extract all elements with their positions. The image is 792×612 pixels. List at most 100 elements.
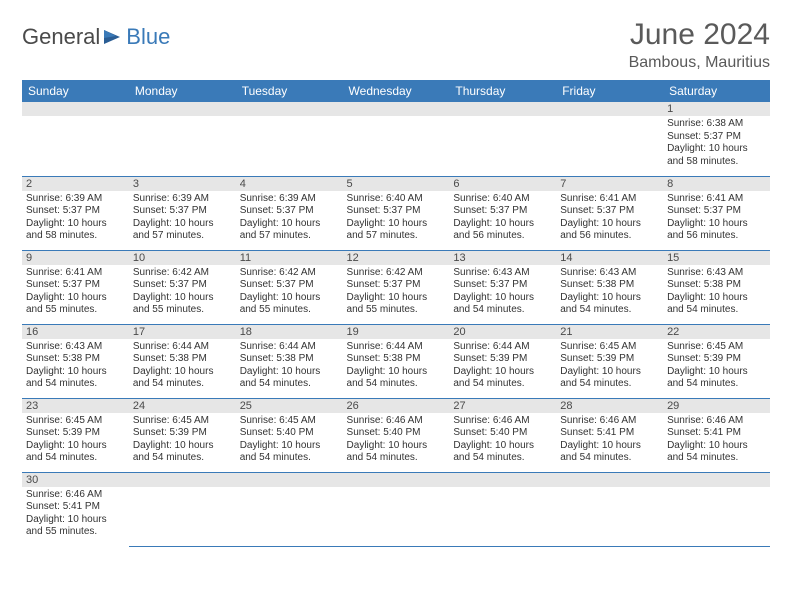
day-number: 28 xyxy=(556,399,663,413)
sunrise-text: Sunrise: 6:42 AM xyxy=(347,267,446,280)
daylight-text: Daylight: 10 hours and 54 minutes. xyxy=(347,366,446,391)
calendar-cell: 6Sunrise: 6:40 AMSunset: 5:37 PMDaylight… xyxy=(449,176,556,250)
sunset-text: Sunset: 5:37 PM xyxy=(26,279,125,292)
daylight-text: Daylight: 10 hours and 54 minutes. xyxy=(26,440,125,465)
day-number: 10 xyxy=(129,251,236,265)
day-number: 13 xyxy=(449,251,556,265)
sunset-text: Sunset: 5:41 PM xyxy=(560,427,659,440)
sunrise-text: Sunrise: 6:44 AM xyxy=(453,341,552,354)
day-data: Sunrise: 6:44 AMSunset: 5:38 PMDaylight:… xyxy=(129,339,236,394)
day-data: Sunrise: 6:42 AMSunset: 5:37 PMDaylight:… xyxy=(236,265,343,320)
daylight-text: Daylight: 10 hours and 58 minutes. xyxy=(26,218,125,243)
day-number-empty xyxy=(449,102,556,116)
day-data: Sunrise: 6:40 AMSunset: 5:37 PMDaylight:… xyxy=(449,191,556,246)
daylight-text: Daylight: 10 hours and 54 minutes. xyxy=(667,440,766,465)
day-data: Sunrise: 6:38 AMSunset: 5:37 PMDaylight:… xyxy=(663,116,770,171)
calendar-cell: 9Sunrise: 6:41 AMSunset: 5:37 PMDaylight… xyxy=(22,250,129,324)
sunset-text: Sunset: 5:40 PM xyxy=(347,427,446,440)
day-number-empty xyxy=(22,102,129,116)
sunset-text: Sunset: 5:37 PM xyxy=(667,205,766,218)
sunset-text: Sunset: 5:39 PM xyxy=(667,353,766,366)
calendar-cell: 8 Sunrise: 6:41 AMSunset: 5:37 PMDaylight… xyxy=(663,176,770,250)
day-data: Sunrise: 6:43 AMSunset: 5:37 PMDaylight:… xyxy=(449,265,556,320)
sunrise-text: Sunrise: 6:38 AM xyxy=(667,118,766,131)
day-data: Sunrise: 6:45 AMSunset: 5:39 PMDaylight:… xyxy=(129,413,236,468)
sunrise-text: Sunrise: 6:41 AM xyxy=(667,193,766,206)
sunrise-text: Sunrise: 6:45 AM xyxy=(560,341,659,354)
weekday-header: Friday xyxy=(556,80,663,102)
day-number-empty xyxy=(343,473,450,487)
calendar-row: 30Sunrise: 6:46 AMSunset: 5:41 PMDayligh… xyxy=(22,472,770,546)
weekday-header-row: SundayMondayTuesdayWednesdayThursdayFrid… xyxy=(22,80,770,102)
sunset-text: Sunset: 5:37 PM xyxy=(560,205,659,218)
daylight-text: Daylight: 10 hours and 54 minutes. xyxy=(560,440,659,465)
daylight-text: Daylight: 10 hours and 56 minutes. xyxy=(667,218,766,243)
sunrise-text: Sunrise: 6:40 AM xyxy=(347,193,446,206)
day-number: 5 xyxy=(343,177,450,191)
day-data: Sunrise: 6:39 AMSunset: 5:37 PMDaylight:… xyxy=(22,191,129,246)
calendar-row: 16Sunrise: 6:43 AMSunset: 5:38 PMDayligh… xyxy=(22,324,770,398)
day-data: Sunrise: 6:44 AMSunset: 5:39 PMDaylight:… xyxy=(449,339,556,394)
calendar-table: SundayMondayTuesdayWednesdayThursdayFrid… xyxy=(22,80,770,547)
sunset-text: Sunset: 5:37 PM xyxy=(133,279,232,292)
calendar-cell: 26Sunrise: 6:46 AMSunset: 5:40 PMDayligh… xyxy=(343,398,450,472)
calendar-cell: 28Sunrise: 6:46 AMSunset: 5:41 PMDayligh… xyxy=(556,398,663,472)
day-data: Sunrise: 6:41 AMSunset: 5:37 PMDaylight:… xyxy=(22,265,129,320)
sunset-text: Sunset: 5:37 PM xyxy=(240,279,339,292)
flag-icon xyxy=(102,28,122,46)
day-data: Sunrise: 6:43 AMSunset: 5:38 PMDaylight:… xyxy=(663,265,770,320)
day-data: Sunrise: 6:42 AMSunset: 5:37 PMDaylight:… xyxy=(343,265,450,320)
sunset-text: Sunset: 5:38 PM xyxy=(667,279,766,292)
calendar-row: 9Sunrise: 6:41 AMSunset: 5:37 PMDaylight… xyxy=(22,250,770,324)
day-number: 3 xyxy=(129,177,236,191)
day-number: 19 xyxy=(343,325,450,339)
day-number: 30 xyxy=(22,473,129,487)
sunrise-text: Sunrise: 6:42 AM xyxy=(240,267,339,280)
sunrise-text: Sunrise: 6:46 AM xyxy=(667,415,766,428)
day-number: 12 xyxy=(343,251,450,265)
calendar-row: 23Sunrise: 6:45 AMSunset: 5:39 PMDayligh… xyxy=(22,398,770,472)
day-data: Sunrise: 6:45 AMSunset: 5:40 PMDaylight:… xyxy=(236,413,343,468)
logo: General Blue xyxy=(22,24,170,50)
weekday-header: Thursday xyxy=(449,80,556,102)
sunrise-text: Sunrise: 6:44 AM xyxy=(347,341,446,354)
daylight-text: Daylight: 10 hours and 54 minutes. xyxy=(347,440,446,465)
day-number: 29 xyxy=(663,399,770,413)
calendar-cell: 19Sunrise: 6:44 AMSunset: 5:38 PMDayligh… xyxy=(343,324,450,398)
sunrise-text: Sunrise: 6:46 AM xyxy=(560,415,659,428)
calendar-cell xyxy=(556,102,663,176)
calendar-cell: 3Sunrise: 6:39 AMSunset: 5:37 PMDaylight… xyxy=(129,176,236,250)
calendar-cell: 2Sunrise: 6:39 AMSunset: 5:37 PMDaylight… xyxy=(22,176,129,250)
daylight-text: Daylight: 10 hours and 54 minutes. xyxy=(453,292,552,317)
day-number: 1 xyxy=(663,102,770,116)
weekday-header: Wednesday xyxy=(343,80,450,102)
daylight-text: Daylight: 10 hours and 54 minutes. xyxy=(453,440,552,465)
calendar-cell xyxy=(556,472,663,546)
day-data: Sunrise: 6:46 AMSunset: 5:41 PMDaylight:… xyxy=(556,413,663,468)
calendar-row: 2Sunrise: 6:39 AMSunset: 5:37 PMDaylight… xyxy=(22,176,770,250)
weekday-header: Saturday xyxy=(663,80,770,102)
calendar-cell xyxy=(236,102,343,176)
daylight-text: Daylight: 10 hours and 54 minutes. xyxy=(133,440,232,465)
day-number-empty xyxy=(663,473,770,487)
sunset-text: Sunset: 5:39 PM xyxy=(453,353,552,366)
sunrise-text: Sunrise: 6:43 AM xyxy=(667,267,766,280)
calendar-cell: 20Sunrise: 6:44 AMSunset: 5:39 PMDayligh… xyxy=(449,324,556,398)
calendar-cell: 11Sunrise: 6:42 AMSunset: 5:37 PMDayligh… xyxy=(236,250,343,324)
sunrise-text: Sunrise: 6:44 AM xyxy=(133,341,232,354)
calendar-cell: 25Sunrise: 6:45 AMSunset: 5:40 PMDayligh… xyxy=(236,398,343,472)
day-number: 8 xyxy=(663,177,770,191)
day-data: Sunrise: 6:46 AMSunset: 5:41 PMDaylight:… xyxy=(22,487,129,542)
calendar-cell xyxy=(129,102,236,176)
daylight-text: Daylight: 10 hours and 55 minutes. xyxy=(26,514,125,539)
day-number: 15 xyxy=(663,251,770,265)
day-data: Sunrise: 6:45 AMSunset: 5:39 PMDaylight:… xyxy=(22,413,129,468)
day-data: Sunrise: 6:45 AMSunset: 5:39 PMDaylight:… xyxy=(556,339,663,394)
calendar-cell xyxy=(449,102,556,176)
sunset-text: Sunset: 5:37 PM xyxy=(347,205,446,218)
day-number: 20 xyxy=(449,325,556,339)
day-data: Sunrise: 6:46 AMSunset: 5:40 PMDaylight:… xyxy=(449,413,556,468)
calendar-cell: 15Sunrise: 6:43 AMSunset: 5:38 PMDayligh… xyxy=(663,250,770,324)
sunrise-text: Sunrise: 6:39 AM xyxy=(240,193,339,206)
calendar-cell xyxy=(236,472,343,546)
